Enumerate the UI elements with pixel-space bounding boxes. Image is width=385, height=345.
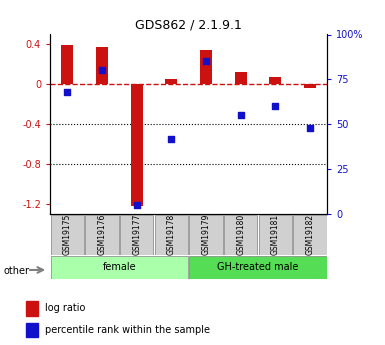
Title: GDS862 / 2.1.9.1: GDS862 / 2.1.9.1 — [135, 19, 242, 32]
Text: GSM19177: GSM19177 — [132, 214, 141, 255]
Text: GSM19176: GSM19176 — [97, 214, 107, 255]
Bar — [189, 256, 326, 279]
Text: log ratio: log ratio — [45, 303, 85, 313]
Bar — [96, 47, 108, 84]
Bar — [234, 72, 247, 84]
Point — [134, 202, 140, 208]
Bar — [61, 46, 74, 84]
Bar — [304, 84, 316, 88]
Text: GH-treated male: GH-treated male — [217, 263, 299, 272]
Text: GSM19178: GSM19178 — [167, 214, 176, 255]
Bar — [120, 215, 153, 255]
Bar — [26, 323, 38, 337]
Bar — [293, 215, 326, 255]
Text: female: female — [102, 263, 136, 272]
Point — [238, 112, 244, 118]
Bar — [189, 215, 223, 255]
Bar — [259, 215, 292, 255]
Text: GSM19181: GSM19181 — [271, 214, 280, 255]
Text: GSM19179: GSM19179 — [201, 214, 211, 255]
Text: GSM19182: GSM19182 — [305, 214, 315, 255]
Point — [99, 68, 105, 73]
Text: other: other — [4, 266, 30, 276]
Bar — [85, 215, 119, 255]
Text: GSM19175: GSM19175 — [63, 214, 72, 255]
Text: percentile rank within the sample: percentile rank within the sample — [45, 325, 210, 335]
Bar — [224, 215, 257, 255]
Point — [168, 136, 174, 141]
Bar — [26, 301, 38, 316]
Point — [307, 125, 313, 130]
Bar — [269, 77, 281, 84]
Bar — [131, 84, 143, 206]
Bar — [155, 215, 188, 255]
Bar — [51, 256, 188, 279]
Text: GSM19180: GSM19180 — [236, 214, 245, 255]
Point — [64, 89, 70, 95]
Bar — [165, 79, 177, 84]
Point — [272, 104, 278, 109]
Point — [203, 59, 209, 64]
Bar — [51, 215, 84, 255]
Bar — [200, 50, 212, 84]
